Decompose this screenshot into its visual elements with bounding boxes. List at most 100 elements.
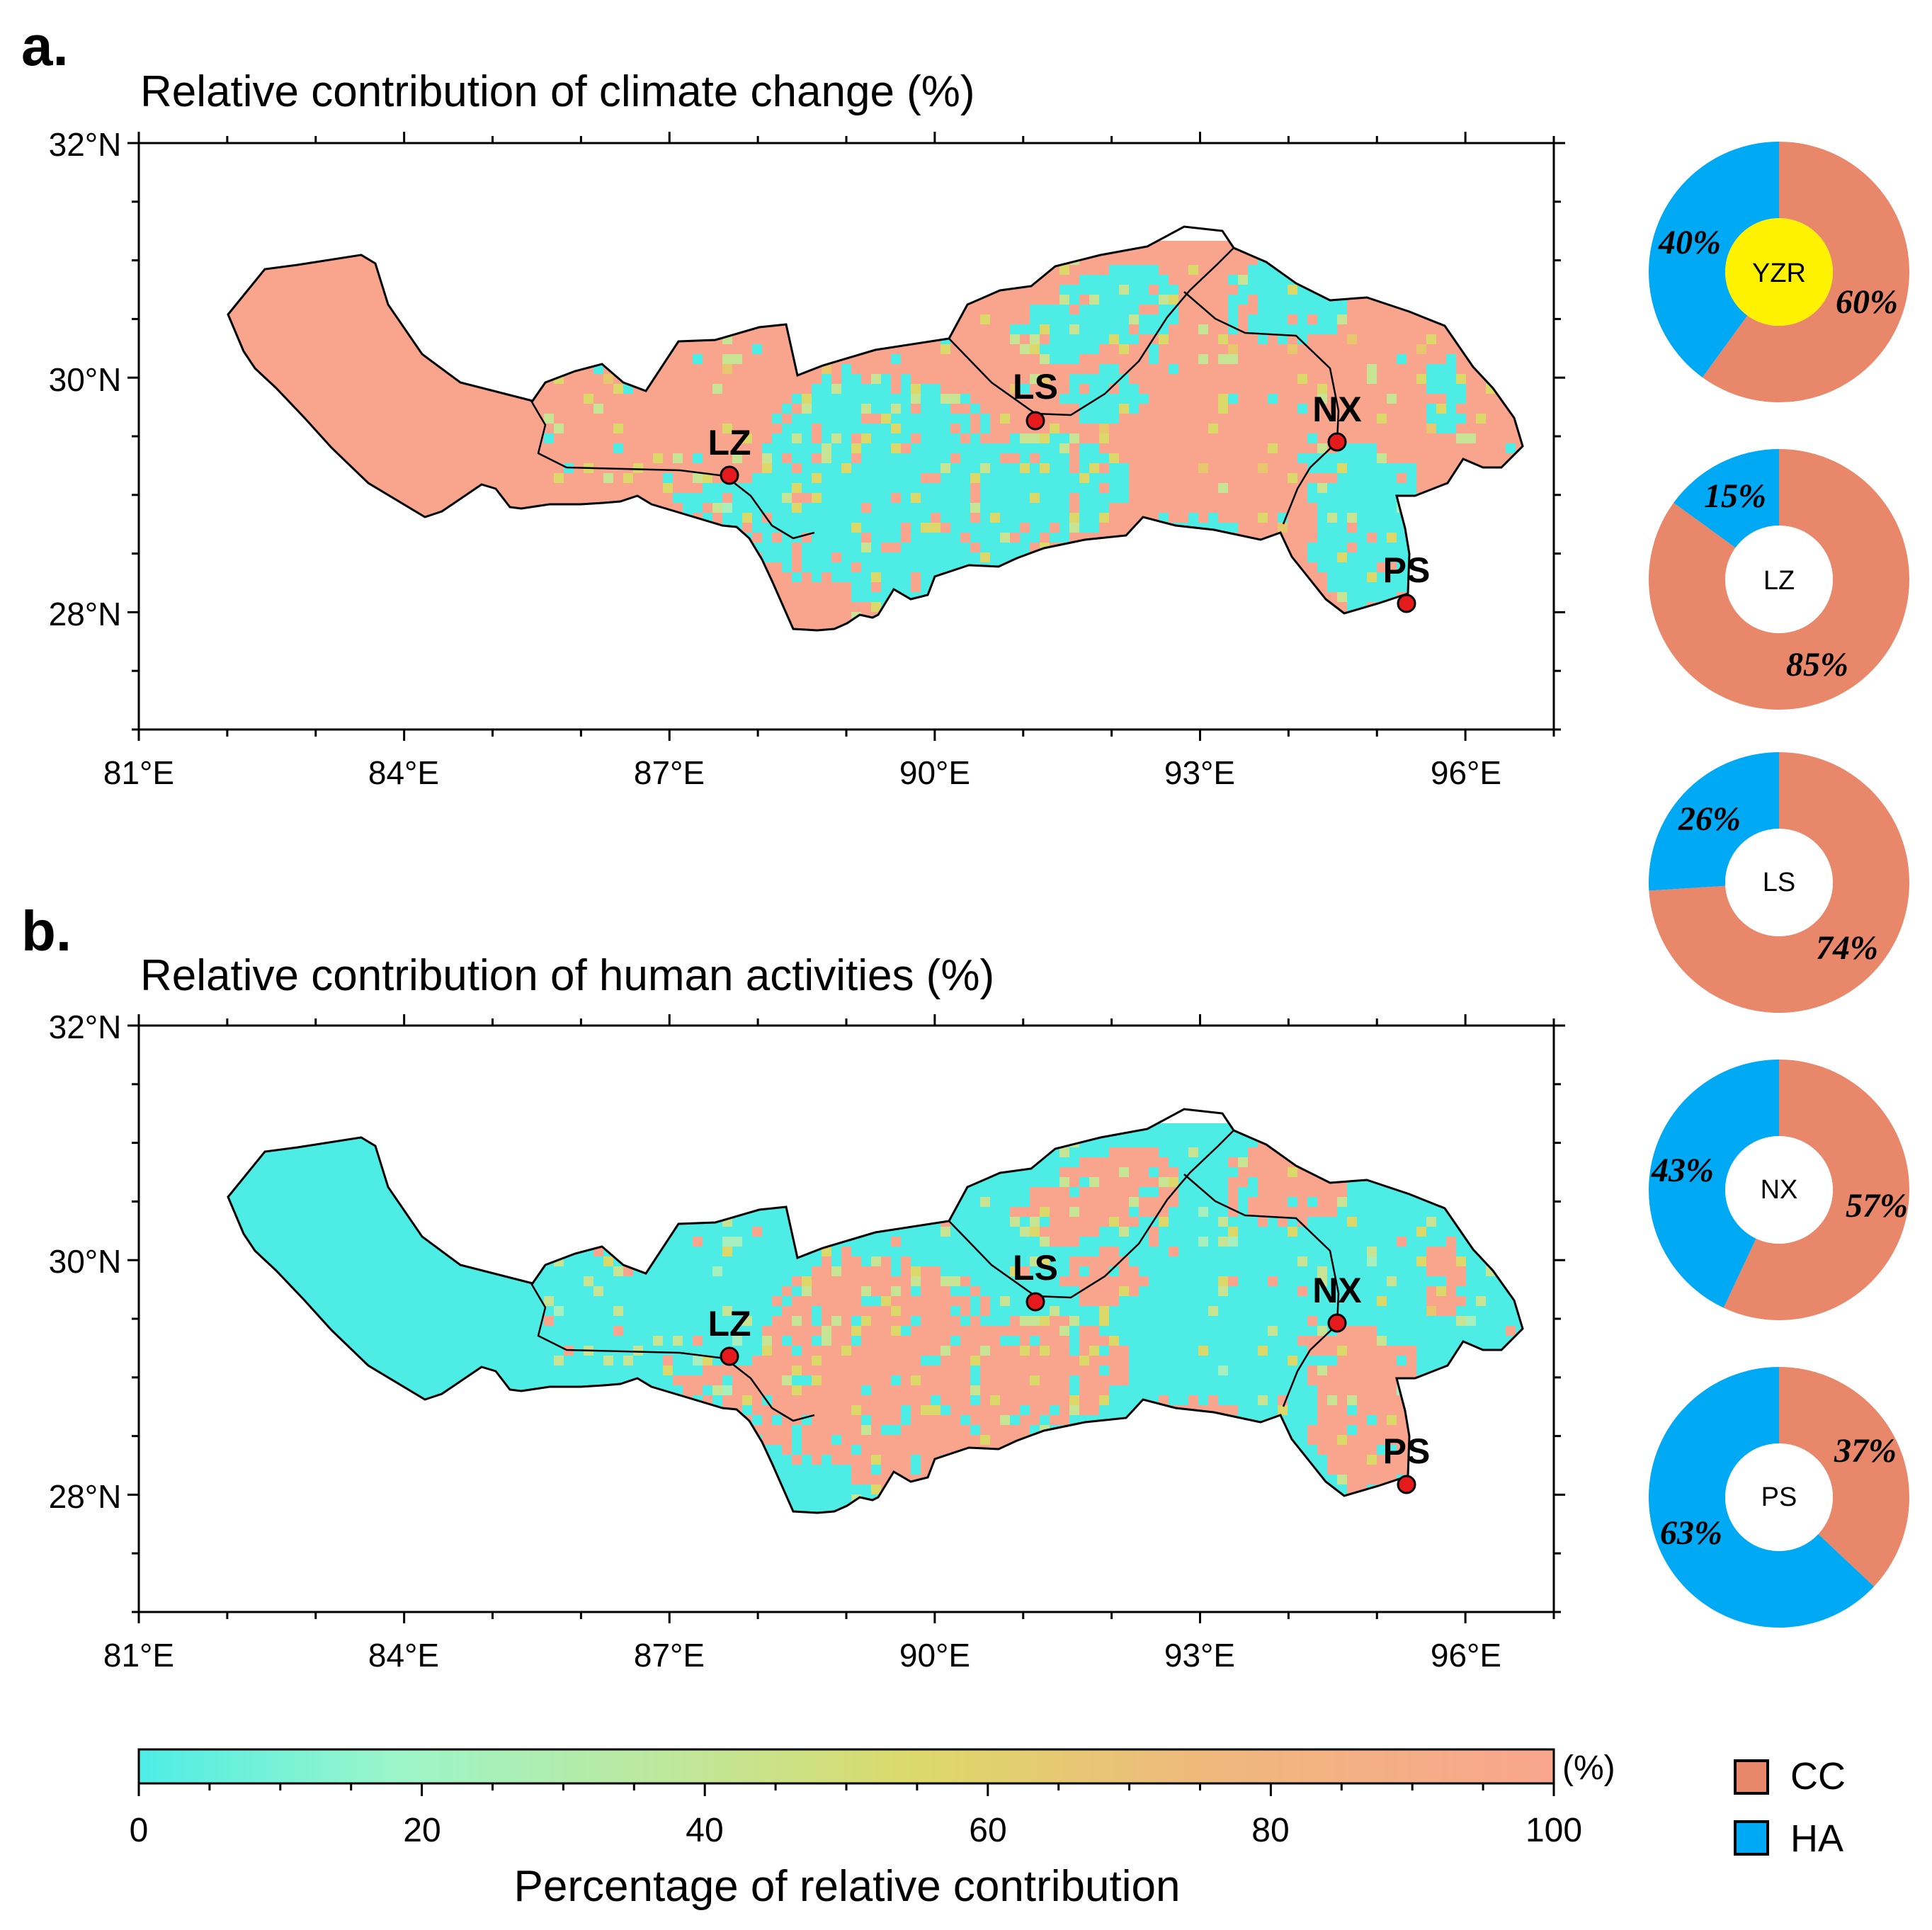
raster-cell [841, 394, 851, 404]
raster-cell [1278, 285, 1288, 295]
raster-cell [921, 1445, 931, 1455]
donut-slice-cc [1649, 752, 1909, 1013]
raster-cell [1347, 1475, 1357, 1485]
raster-cell [911, 414, 921, 424]
raster-cell [950, 1465, 960, 1475]
raster-cell [881, 463, 891, 473]
raster-cell [891, 414, 901, 424]
raster-cell [1020, 1207, 1030, 1217]
raster-cell [831, 1167, 841, 1177]
raster-cell [950, 513, 960, 523]
raster-cell [990, 1415, 1000, 1425]
raster-cell [871, 1306, 881, 1316]
raster-cell [901, 1425, 911, 1435]
raster-cell [1198, 543, 1208, 552]
raster-cell [1050, 1385, 1059, 1395]
raster-cell [841, 1276, 851, 1286]
raster-cell [1198, 354, 1208, 364]
raster-cell [1258, 1395, 1268, 1405]
raster-cell [613, 1266, 623, 1276]
raster-cell [1178, 1435, 1188, 1445]
raster-cell [1248, 1157, 1258, 1167]
raster-cell [1079, 443, 1089, 453]
raster-cell [802, 1336, 812, 1346]
raster-cell [802, 394, 812, 404]
raster-cell [1476, 414, 1486, 424]
raster-cell [812, 463, 822, 473]
raster-cell [881, 1366, 891, 1375]
raster-cell [861, 1405, 871, 1415]
raster-cell [911, 513, 921, 523]
raster-cell [1169, 314, 1178, 324]
raster-cell [931, 1435, 941, 1445]
raster-cell [990, 1375, 1000, 1385]
raster-cell [1069, 523, 1079, 533]
raster-cell [1337, 473, 1347, 483]
raster-cell [722, 523, 732, 533]
raster-cell [1337, 1187, 1347, 1197]
raster-cell [1069, 1167, 1079, 1177]
raster-cell [980, 1346, 990, 1356]
raster-cell [1228, 562, 1238, 572]
raster-cell [950, 1395, 960, 1405]
raster-cell [1367, 572, 1377, 582]
raster-cell [722, 483, 732, 493]
raster-cell [881, 582, 891, 592]
raster-cell [812, 1395, 822, 1405]
raster-cell [861, 1465, 871, 1475]
raster-cell [1456, 1177, 1466, 1187]
raster-cell [693, 493, 703, 503]
raster-cell [1139, 295, 1149, 305]
raster-cell [1278, 1177, 1288, 1187]
raster-cell [950, 1366, 960, 1375]
raster-cell [1099, 1475, 1109, 1485]
raster-cell [1288, 1137, 1297, 1147]
raster-cell [732, 1375, 742, 1385]
raster-cell [891, 1485, 901, 1494]
raster-cell [1357, 503, 1367, 513]
raster-cell [1426, 1286, 1436, 1296]
raster-cell [1218, 1465, 1228, 1475]
raster-cell [1347, 453, 1357, 463]
raster-cell [802, 543, 812, 552]
raster-cell [1357, 443, 1367, 453]
raster-cell [1089, 562, 1099, 572]
raster-cell [822, 394, 831, 404]
raster-cell [1426, 1306, 1436, 1316]
raster-cell [851, 1425, 861, 1435]
raster-cell [732, 354, 742, 364]
raster-cell [544, 1316, 554, 1326]
raster-cell [1099, 1356, 1109, 1366]
raster-cell [931, 1415, 941, 1425]
raster-cell [732, 592, 742, 602]
raster-cell [871, 1276, 881, 1286]
raster-cell [871, 404, 881, 414]
raster-cell [1297, 1207, 1307, 1217]
raster-cell [1268, 1326, 1278, 1336]
raster-cell [593, 1514, 603, 1524]
raster-cell [831, 1425, 841, 1435]
raster-cell [1059, 1217, 1069, 1227]
raster-cell [712, 552, 722, 562]
raster-cell [1446, 1237, 1456, 1247]
raster-cell [1387, 1346, 1397, 1356]
raster-cell [1129, 404, 1139, 414]
raster-cell [1139, 394, 1149, 404]
raster-cell [1149, 324, 1159, 334]
raster-cell [1050, 513, 1059, 523]
raster-cell [871, 453, 881, 463]
raster-cell [1119, 1256, 1129, 1266]
raster-cell [1436, 543, 1446, 552]
raster-cell [1010, 433, 1020, 443]
raster-cell [970, 1336, 980, 1346]
raster-cell [1059, 1375, 1069, 1385]
raster-cell [1069, 394, 1079, 404]
raster-cell [1327, 503, 1337, 513]
raster-cell [841, 1385, 851, 1395]
raster-cell [1040, 1366, 1050, 1375]
raster-cell [861, 523, 871, 533]
raster-cell [1268, 1197, 1278, 1207]
raster-cell [1327, 1395, 1337, 1405]
raster-cell [1278, 255, 1288, 265]
raster-cell [1307, 1316, 1317, 1326]
